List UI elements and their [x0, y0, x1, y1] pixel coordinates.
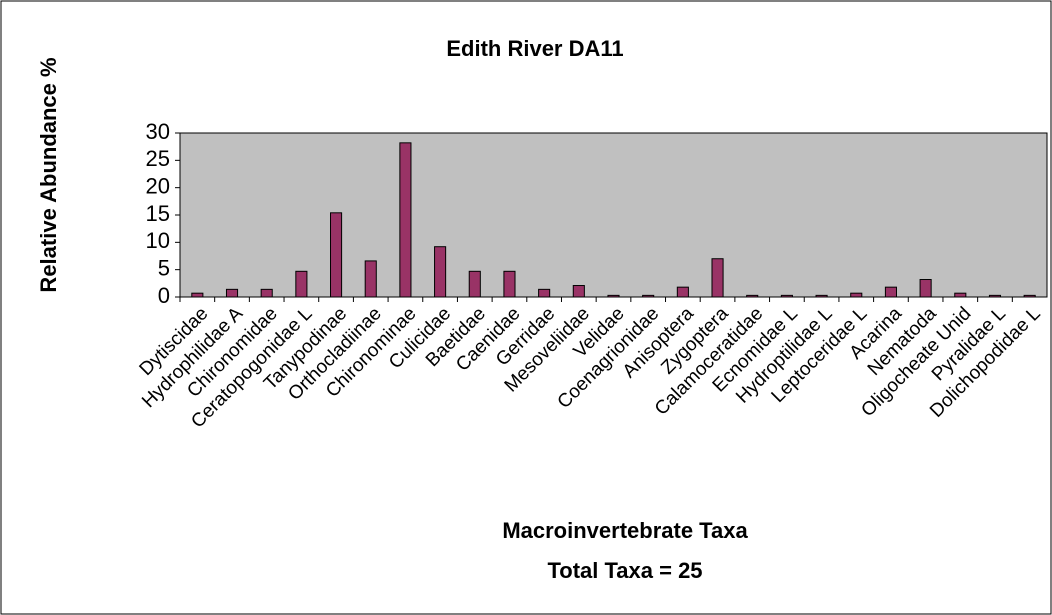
plot-area — [179, 132, 1048, 298]
bar — [260, 288, 273, 298]
bar — [503, 270, 516, 298]
y-axis-title: Relative Abundance % — [36, 57, 61, 292]
x-axis-title: Macroinvertebrate Taxa — [502, 518, 748, 543]
bar — [399, 142, 412, 298]
bar — [850, 292, 863, 298]
bar — [988, 294, 1002, 298]
bar — [676, 286, 689, 298]
y-tick-label: 10 — [146, 228, 170, 253]
bar — [225, 288, 239, 298]
bar — [1023, 294, 1036, 298]
bar — [191, 292, 204, 298]
bar — [434, 246, 447, 298]
bar — [919, 279, 932, 298]
y-tick-label: 15 — [146, 201, 170, 226]
y-tick-label: 25 — [146, 146, 170, 171]
bar — [468, 270, 481, 298]
subtitle: Total Taxa = 25 — [547, 558, 702, 583]
bar — [364, 260, 377, 298]
bar — [642, 294, 655, 298]
bar — [538, 288, 551, 298]
bar — [607, 294, 620, 298]
y-tick-label: 5 — [158, 255, 170, 280]
bar — [815, 294, 828, 298]
bar — [330, 212, 343, 298]
bar — [884, 286, 897, 298]
bar — [295, 270, 308, 298]
y-tick-label: 20 — [146, 173, 170, 198]
bar — [780, 294, 793, 298]
chart-title: Edith River DA11 — [446, 36, 623, 61]
y-tick-label: 30 — [146, 119, 170, 144]
bar — [572, 285, 585, 298]
bar — [711, 258, 724, 298]
bar — [954, 292, 967, 298]
bar — [746, 294, 759, 298]
y-tick-label: 0 — [158, 283, 170, 308]
